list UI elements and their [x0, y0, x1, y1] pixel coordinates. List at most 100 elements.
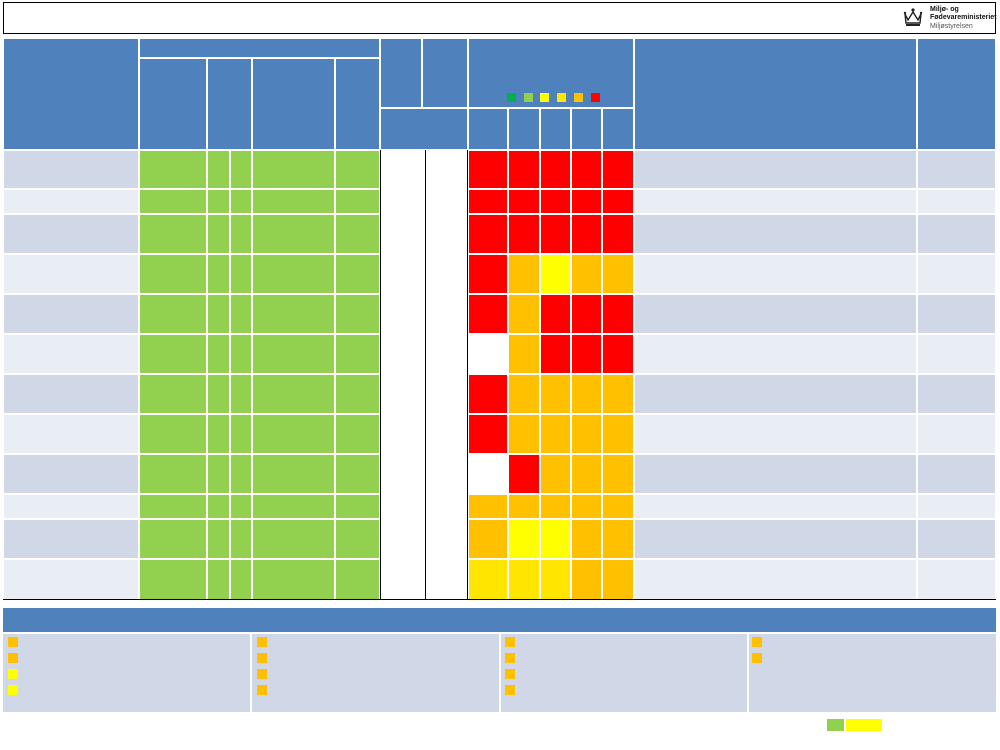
row-status-cell: [571, 150, 602, 189]
row-green-cell: [139, 150, 207, 189]
status-legend-swatch: [591, 93, 600, 102]
row-description-cell: [634, 294, 917, 334]
footer-column-divider: [250, 634, 252, 712]
row-white-cell: [380, 454, 426, 494]
row-white-cell: [426, 254, 468, 294]
row-description-cell: [634, 189, 917, 214]
row-green-cell: [139, 214, 207, 254]
footer-legend-swatch: [257, 653, 267, 663]
row-green-cell: [230, 254, 252, 294]
row-white-cell: [380, 294, 426, 334]
row-status-cell: [508, 214, 540, 254]
row-description-cell: [634, 414, 917, 454]
row-label-cell: [3, 214, 139, 254]
row-white-cell: [380, 519, 426, 559]
row-status-cell: [540, 454, 571, 494]
row-white-cell: [426, 454, 468, 494]
header-group-top: [139, 38, 380, 58]
row-green-cell: [139, 334, 207, 374]
row-white-cell: [380, 214, 426, 254]
row-description-cell: [634, 254, 917, 294]
row-white-cell: [380, 374, 426, 414]
header-status-group: [468, 38, 634, 108]
row-green-cell: [139, 189, 207, 214]
row-green-cell: [252, 559, 335, 600]
ministry-logo: Miljø- og Fødevareministeriet Miljøstyre…: [896, 4, 1000, 34]
row-status-cell: [508, 454, 540, 494]
row-label-cell: [3, 334, 139, 374]
row-green-cell: [252, 334, 335, 374]
row-status-cell: [540, 334, 571, 374]
white-column-border-left: [380, 150, 381, 600]
row-white-cell: [426, 414, 468, 454]
row-description-cell: [634, 150, 917, 189]
row-status-cell: [508, 254, 540, 294]
header-subcolumn: [207, 58, 252, 150]
row-green-cell: [207, 334, 230, 374]
status-legend-swatch: [540, 93, 549, 102]
header-description: [634, 38, 917, 150]
row-description-cell: [634, 559, 917, 600]
row-label-cell: [3, 150, 139, 189]
header-status-subcolumn: [602, 108, 634, 150]
row-green-cell: [335, 214, 380, 254]
row-green-cell: [252, 294, 335, 334]
row-status-cell: [602, 189, 634, 214]
row-status-cell: [571, 334, 602, 374]
row-green-cell: [252, 414, 335, 454]
row-status-cell: [602, 559, 634, 600]
row-green-cell: [207, 294, 230, 334]
header-status-subcolumn: [571, 108, 602, 150]
row-green-cell: [252, 374, 335, 414]
row-description-cell: [634, 454, 917, 494]
row-green-cell: [139, 454, 207, 494]
row-green-cell: [252, 150, 335, 189]
row-green-cell: [230, 294, 252, 334]
row-white-cell: [426, 214, 468, 254]
footer-legend-swatch: [8, 669, 18, 679]
row-label-cell: [3, 254, 139, 294]
row-status-cell: [540, 150, 571, 189]
row-status-cell: [468, 454, 508, 494]
row-green-cell: [335, 374, 380, 414]
row-status-cell: [468, 414, 508, 454]
row-status-cell: [540, 494, 571, 519]
row-last-cell: [917, 374, 996, 414]
row-last-cell: [917, 454, 996, 494]
row-green-cell: [139, 294, 207, 334]
row-status-cell: [602, 494, 634, 519]
row-green-cell: [207, 254, 230, 294]
row-last-cell: [917, 214, 996, 254]
header-col-a: [380, 38, 422, 108]
row-status-cell: [602, 214, 634, 254]
status-legend-swatch: [507, 93, 516, 102]
row-status-cell: [540, 414, 571, 454]
row-last-cell: [917, 189, 996, 214]
row-status-cell: [468, 374, 508, 414]
footer-legend-swatch: [257, 669, 267, 679]
table-bottom-border: [3, 599, 996, 600]
row-status-cell: [602, 454, 634, 494]
row-status-cell: [602, 334, 634, 374]
row-last-cell: [917, 414, 996, 454]
row-green-cell: [230, 150, 252, 189]
row-status-cell: [468, 214, 508, 254]
row-status-cell: [602, 519, 634, 559]
row-status-cell: [571, 214, 602, 254]
row-label-cell: [3, 454, 139, 494]
row-status-cell: [571, 414, 602, 454]
row-green-cell: [230, 414, 252, 454]
row-description-cell: [634, 494, 917, 519]
row-green-cell: [207, 454, 230, 494]
row-green-cell: [139, 374, 207, 414]
row-green-cell: [230, 519, 252, 559]
row-status-cell: [468, 519, 508, 559]
row-green-cell: [252, 189, 335, 214]
row-status-cell: [468, 334, 508, 374]
bottom-color-swatch: [827, 719, 844, 731]
row-description-cell: [634, 214, 917, 254]
row-status-cell: [508, 189, 540, 214]
row-white-cell: [380, 189, 426, 214]
row-status-cell: [571, 374, 602, 414]
row-green-cell: [139, 414, 207, 454]
